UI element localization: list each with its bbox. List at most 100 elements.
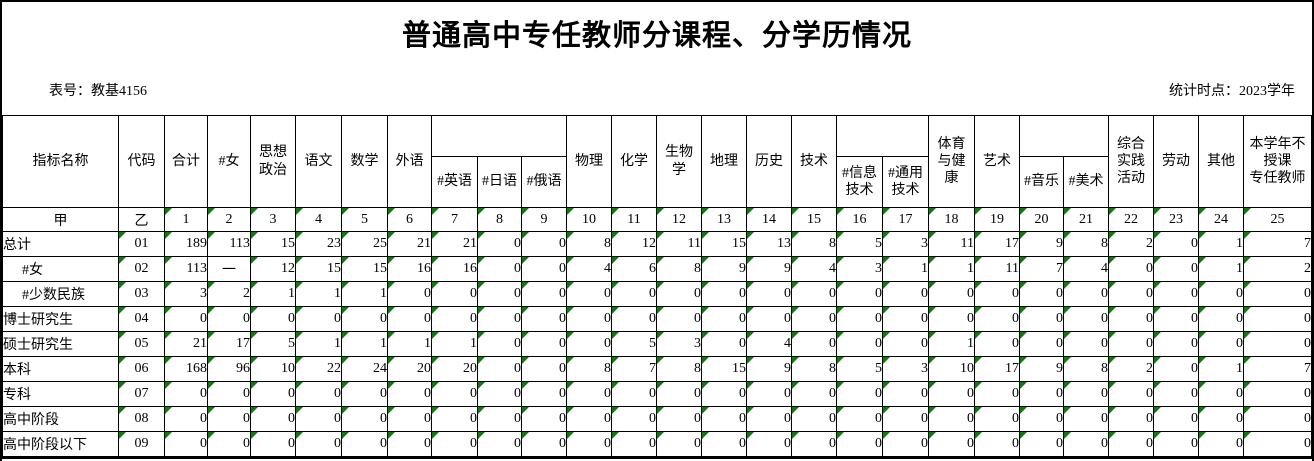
column-header-cell[interactable]: 语文 xyxy=(295,115,342,208)
value-cell[interactable]: 0 xyxy=(701,431,748,458)
value-cell[interactable]: 0 xyxy=(746,281,793,307)
value-cell[interactable]: 0 xyxy=(974,331,1021,357)
column-code-cell[interactable]: 15 xyxy=(791,207,838,232)
value-cell[interactable]: 0 xyxy=(928,406,976,432)
value-cell[interactable]: 0 xyxy=(164,406,208,432)
value-cell[interactable]: 0 xyxy=(520,306,568,332)
value-cell[interactable]: 4 xyxy=(566,256,613,282)
value-cell[interactable]: 0 xyxy=(520,356,568,382)
value-cell[interactable]: 10 xyxy=(250,356,296,382)
row-code-cell[interactable]: 05 xyxy=(118,331,165,357)
row-code-cell[interactable]: 04 xyxy=(118,306,165,332)
column-header-cell[interactable]: 外语 xyxy=(387,115,432,208)
value-cell[interactable]: 113 xyxy=(207,231,251,257)
value-cell[interactable]: 0 xyxy=(701,381,748,407)
value-cell[interactable]: 0 xyxy=(1063,381,1110,407)
value-cell[interactable]: 0 xyxy=(882,431,930,458)
sub-column-header-cell[interactable]: #日语 xyxy=(477,156,522,208)
value-cell[interactable]: 1 xyxy=(341,331,388,357)
column-header-cell[interactable]: 指标名称 xyxy=(2,115,119,208)
row-code-cell[interactable]: 06 xyxy=(118,356,165,382)
column-header-cell[interactable]: 体育 与健 康 xyxy=(928,115,976,208)
value-cell[interactable]: 1 xyxy=(387,331,432,357)
value-cell[interactable]: 0 xyxy=(791,381,838,407)
column-code-cell[interactable]: 16 xyxy=(836,207,884,232)
value-cell[interactable]: 0 xyxy=(566,306,613,332)
value-cell[interactable]: 21 xyxy=(387,231,432,257)
column-header-cell[interactable]: 物理 xyxy=(566,115,613,208)
value-cell[interactable]: 0 xyxy=(1153,406,1200,432)
value-cell[interactable]: 0 xyxy=(1019,406,1065,432)
column-code-cell[interactable]: 23 xyxy=(1153,207,1200,232)
column-header-cell[interactable]: 合计 xyxy=(164,115,208,208)
value-cell[interactable]: 0 xyxy=(974,381,1021,407)
value-cell[interactable]: 0 xyxy=(1198,306,1245,332)
value-cell[interactable]: 0 xyxy=(746,381,793,407)
value-cell[interactable]: 0 xyxy=(928,431,976,458)
value-cell[interactable]: 0 xyxy=(1198,331,1245,357)
row-code-cell[interactable]: 09 xyxy=(118,431,165,458)
value-cell[interactable]: 2 xyxy=(207,281,251,307)
row-code-cell[interactable]: 07 xyxy=(118,381,165,407)
value-cell[interactable]: 0 xyxy=(477,281,522,307)
value-cell[interactable]: 1 xyxy=(1198,256,1245,282)
row-label-cell[interactable]: 高中阶段以下 xyxy=(2,431,119,458)
value-cell[interactable]: 17 xyxy=(974,356,1021,382)
column-header-cell[interactable]: 代码 xyxy=(118,115,165,208)
value-cell[interactable]: 0 xyxy=(1153,331,1200,357)
value-cell[interactable]: 0 xyxy=(431,381,478,407)
value-cell[interactable]: 1 xyxy=(882,256,930,282)
column-code-cell[interactable]: 4 xyxy=(295,207,342,232)
value-cell[interactable]: 0 xyxy=(387,406,432,432)
value-cell[interactable]: 0 xyxy=(1108,281,1155,307)
value-cell[interactable]: 0 xyxy=(836,406,884,432)
value-cell[interactable]: 7 xyxy=(611,356,658,382)
value-cell[interactable]: 8 xyxy=(1063,356,1110,382)
value-cell[interactable]: 20 xyxy=(431,356,478,382)
sub-column-header-cell[interactable]: #信息 技术 xyxy=(836,156,884,208)
value-cell[interactable]: 0 xyxy=(882,381,930,407)
value-cell[interactable]: 0 xyxy=(295,381,342,407)
sub-column-header-cell[interactable]: #音乐 xyxy=(1019,156,1065,208)
value-cell[interactable]: 10 xyxy=(928,356,976,382)
value-cell[interactable]: 96 xyxy=(207,356,251,382)
value-cell[interactable]: 0 xyxy=(928,381,976,407)
value-cell[interactable]: 0 xyxy=(1198,431,1245,458)
value-cell[interactable]: 0 xyxy=(1019,281,1065,307)
value-cell[interactable]: 0 xyxy=(1108,331,1155,357)
value-cell[interactable]: 8 xyxy=(566,356,613,382)
value-cell[interactable]: 0 xyxy=(566,381,613,407)
value-cell[interactable]: 168 xyxy=(164,356,208,382)
value-cell[interactable]: 3 xyxy=(164,281,208,307)
value-cell[interactable]: 0 xyxy=(520,381,568,407)
row-code-cell[interactable]: 02 xyxy=(118,256,165,282)
value-cell[interactable]: 0 xyxy=(1108,431,1155,458)
value-cell[interactable]: 0 xyxy=(250,306,296,332)
value-cell[interactable]: 8 xyxy=(656,356,703,382)
value-cell[interactable]: 21 xyxy=(164,331,208,357)
column-code-cell[interactable]: 甲 xyxy=(2,207,119,232)
value-cell[interactable]: 0 xyxy=(746,406,793,432)
column-group-cell[interactable] xyxy=(1019,115,1110,157)
value-cell[interactable]: 0 xyxy=(295,431,342,458)
value-cell[interactable]: 0 xyxy=(1108,406,1155,432)
value-cell[interactable]: 22 xyxy=(295,356,342,382)
value-cell[interactable]: 0 xyxy=(611,281,658,307)
value-cell[interactable]: 9 xyxy=(746,356,793,382)
column-group-cell[interactable] xyxy=(836,115,930,157)
value-cell[interactable]: 1 xyxy=(431,331,478,357)
column-code-cell[interactable]: 24 xyxy=(1198,207,1245,232)
value-cell[interactable]: 23 xyxy=(295,231,342,257)
column-header-cell[interactable]: 历史 xyxy=(746,115,793,208)
value-cell[interactable]: 2 xyxy=(1108,231,1155,257)
value-cell[interactable]: 0 xyxy=(1108,381,1155,407)
value-cell[interactable]: 2 xyxy=(1243,256,1312,282)
column-code-cell[interactable]: 5 xyxy=(341,207,388,232)
value-cell[interactable]: 0 xyxy=(431,406,478,432)
value-cell[interactable]: 5 xyxy=(611,331,658,357)
column-code-cell[interactable]: 3 xyxy=(250,207,296,232)
column-header-cell[interactable]: 化学 xyxy=(611,115,658,208)
value-cell[interactable]: 0 xyxy=(836,306,884,332)
row-label-cell[interactable]: 博士研究生 xyxy=(2,306,119,332)
value-cell[interactable]: 1 xyxy=(928,331,976,357)
